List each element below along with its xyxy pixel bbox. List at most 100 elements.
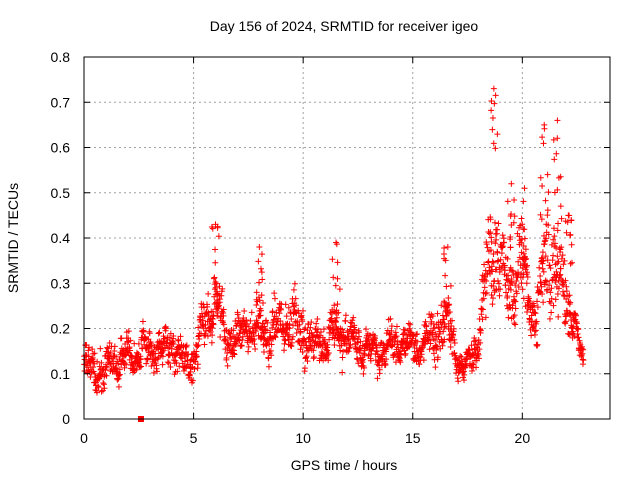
data-point xyxy=(138,363,145,370)
data-point xyxy=(491,100,498,107)
data-point xyxy=(520,250,527,257)
data-point xyxy=(159,348,166,355)
data-point xyxy=(258,269,265,276)
data-point xyxy=(378,339,385,346)
data-point xyxy=(562,318,569,325)
data-point xyxy=(282,337,289,344)
data-point xyxy=(369,342,376,349)
data-point xyxy=(265,337,272,344)
data-point xyxy=(559,252,566,259)
data-point xyxy=(487,229,494,236)
data-point xyxy=(146,330,153,337)
data-point xyxy=(166,334,173,341)
data-point xyxy=(212,284,219,291)
data-point xyxy=(539,134,546,141)
data-point xyxy=(194,343,201,350)
data-point xyxy=(476,346,483,353)
data-point xyxy=(137,364,144,371)
data-point xyxy=(89,364,96,371)
y-tick-label: 0.1 xyxy=(51,366,71,382)
data-point xyxy=(513,290,520,297)
data-point xyxy=(236,337,243,344)
data-point xyxy=(542,253,549,260)
data-point xyxy=(87,374,94,381)
data-point xyxy=(580,346,587,353)
data-point xyxy=(566,292,573,299)
data-point xyxy=(272,334,279,341)
data-point xyxy=(546,315,553,322)
data-point xyxy=(103,372,110,379)
data-point xyxy=(98,388,105,395)
data-point xyxy=(504,255,511,262)
data-point xyxy=(332,282,339,289)
data-point xyxy=(416,361,423,368)
data-point xyxy=(495,280,502,287)
data-point xyxy=(477,339,484,346)
data-point xyxy=(533,318,540,325)
data-point xyxy=(515,284,522,291)
x-tick-label: 15 xyxy=(405,430,421,446)
data-point xyxy=(265,355,272,362)
data-point xyxy=(489,295,496,302)
data-point xyxy=(372,335,379,342)
data-point xyxy=(211,301,218,308)
chart-title: Day 156 of 2024, SRMTID for receiver ige… xyxy=(210,18,479,34)
data-point xyxy=(445,302,452,309)
data-point xyxy=(544,171,551,178)
data-point xyxy=(260,320,267,327)
data-point xyxy=(209,332,216,339)
data-point xyxy=(522,303,529,310)
data-point xyxy=(492,231,499,238)
data-point xyxy=(475,355,482,362)
data-point xyxy=(544,207,551,214)
data-point xyxy=(481,284,488,291)
data-point xyxy=(241,307,248,314)
data-point xyxy=(286,325,293,332)
data-point xyxy=(147,340,154,347)
data-point xyxy=(297,328,304,335)
data-point xyxy=(451,339,458,346)
data-point xyxy=(565,212,572,219)
data-point xyxy=(308,319,315,326)
data-point xyxy=(143,360,150,367)
data-point xyxy=(245,348,252,355)
data-point xyxy=(256,244,263,251)
data-point xyxy=(570,323,577,330)
data-point xyxy=(212,246,219,253)
data-point xyxy=(301,336,308,343)
data-point xyxy=(446,301,453,308)
data-point xyxy=(488,107,495,114)
data-point xyxy=(152,350,159,357)
data-point xyxy=(532,327,539,334)
data-point xyxy=(383,330,390,337)
data-point xyxy=(567,260,574,267)
data-point xyxy=(334,301,341,308)
data-point xyxy=(259,326,266,333)
data-point xyxy=(522,246,529,253)
data-point xyxy=(367,357,374,364)
data-point xyxy=(399,331,406,338)
data-point xyxy=(238,342,245,349)
data-point xyxy=(539,249,546,256)
data-point xyxy=(115,372,122,379)
data-point xyxy=(555,285,562,292)
data-point xyxy=(240,317,247,324)
data-point xyxy=(351,335,358,342)
data-point xyxy=(94,382,101,389)
data-point xyxy=(299,318,306,325)
data-point xyxy=(545,222,552,229)
data-point xyxy=(177,344,184,351)
data-point xyxy=(546,282,553,289)
data-point xyxy=(298,312,305,319)
data-point xyxy=(121,360,128,367)
data-point xyxy=(460,368,467,375)
data-point xyxy=(457,352,464,359)
data-point xyxy=(556,272,563,279)
data-point xyxy=(339,326,346,333)
data-point xyxy=(392,329,399,336)
data-point xyxy=(510,219,517,226)
data-points xyxy=(81,85,587,422)
data-point xyxy=(413,331,420,338)
data-point xyxy=(177,333,184,340)
